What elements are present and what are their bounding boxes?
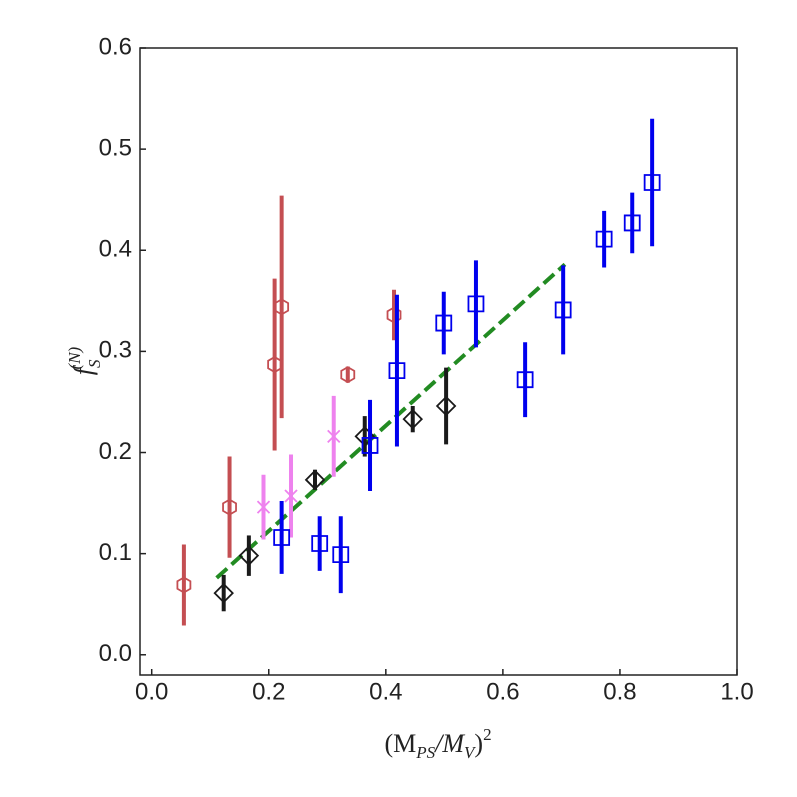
y-tick-label: 0.3 — [99, 337, 132, 364]
marker — [256, 500, 271, 514]
marker — [304, 469, 326, 491]
x-label-part: ) — [474, 729, 483, 758]
marker — [176, 576, 192, 594]
plot-frame — [139, 47, 738, 676]
marker — [273, 529, 291, 546]
y-axis-label: fS(N) — [65, 346, 104, 375]
marker — [327, 429, 341, 443]
x-label-part: V — [464, 743, 477, 762]
marker — [388, 362, 406, 380]
marker — [402, 408, 424, 430]
fit-line — [215, 262, 567, 580]
y-tick-label: 0.5 — [99, 134, 132, 161]
marker — [311, 535, 329, 552]
y-tick-label: 0.0 — [99, 640, 132, 667]
marker — [623, 214, 641, 232]
marker — [284, 489, 298, 503]
x-tick-label: 0.4 — [369, 678, 402, 705]
x-tick-label: 0.2 — [252, 678, 285, 705]
y-label-part: S — [85, 359, 104, 368]
x-label-part: /M — [433, 729, 465, 758]
y-tick-label: 0.6 — [99, 33, 132, 60]
marker — [435, 314, 453, 332]
marker — [222, 498, 237, 516]
marker — [554, 301, 572, 319]
x-axis-label: (MPS/MV)2 — [384, 725, 491, 762]
marker — [386, 306, 402, 324]
marker — [435, 395, 457, 417]
y-label-part: (N) — [65, 346, 84, 369]
x-label-part: 2 — [483, 725, 492, 744]
y-tick-label: 0.2 — [99, 438, 132, 465]
marker — [340, 366, 356, 384]
y-tick-label: 0.4 — [99, 236, 132, 263]
marker — [274, 298, 290, 316]
y-label-part: f — [69, 364, 98, 375]
x-label-part: (M — [384, 729, 416, 758]
marker — [595, 230, 613, 248]
x-tick-label: 0.0 — [135, 678, 168, 705]
marker — [238, 545, 260, 566]
marker — [516, 371, 534, 389]
marker — [361, 437, 379, 454]
y-tick-label: 0.1 — [99, 539, 132, 566]
x-label-part: PS — [415, 743, 435, 762]
x-tick-label: 1.0 — [720, 678, 753, 705]
marker — [643, 174, 661, 191]
x-tick-label: 0.6 — [486, 678, 519, 705]
x-tick-label: 0.8 — [603, 678, 636, 705]
marker — [467, 295, 485, 313]
marker — [213, 582, 234, 604]
marker — [267, 355, 283, 374]
marker — [332, 546, 350, 564]
